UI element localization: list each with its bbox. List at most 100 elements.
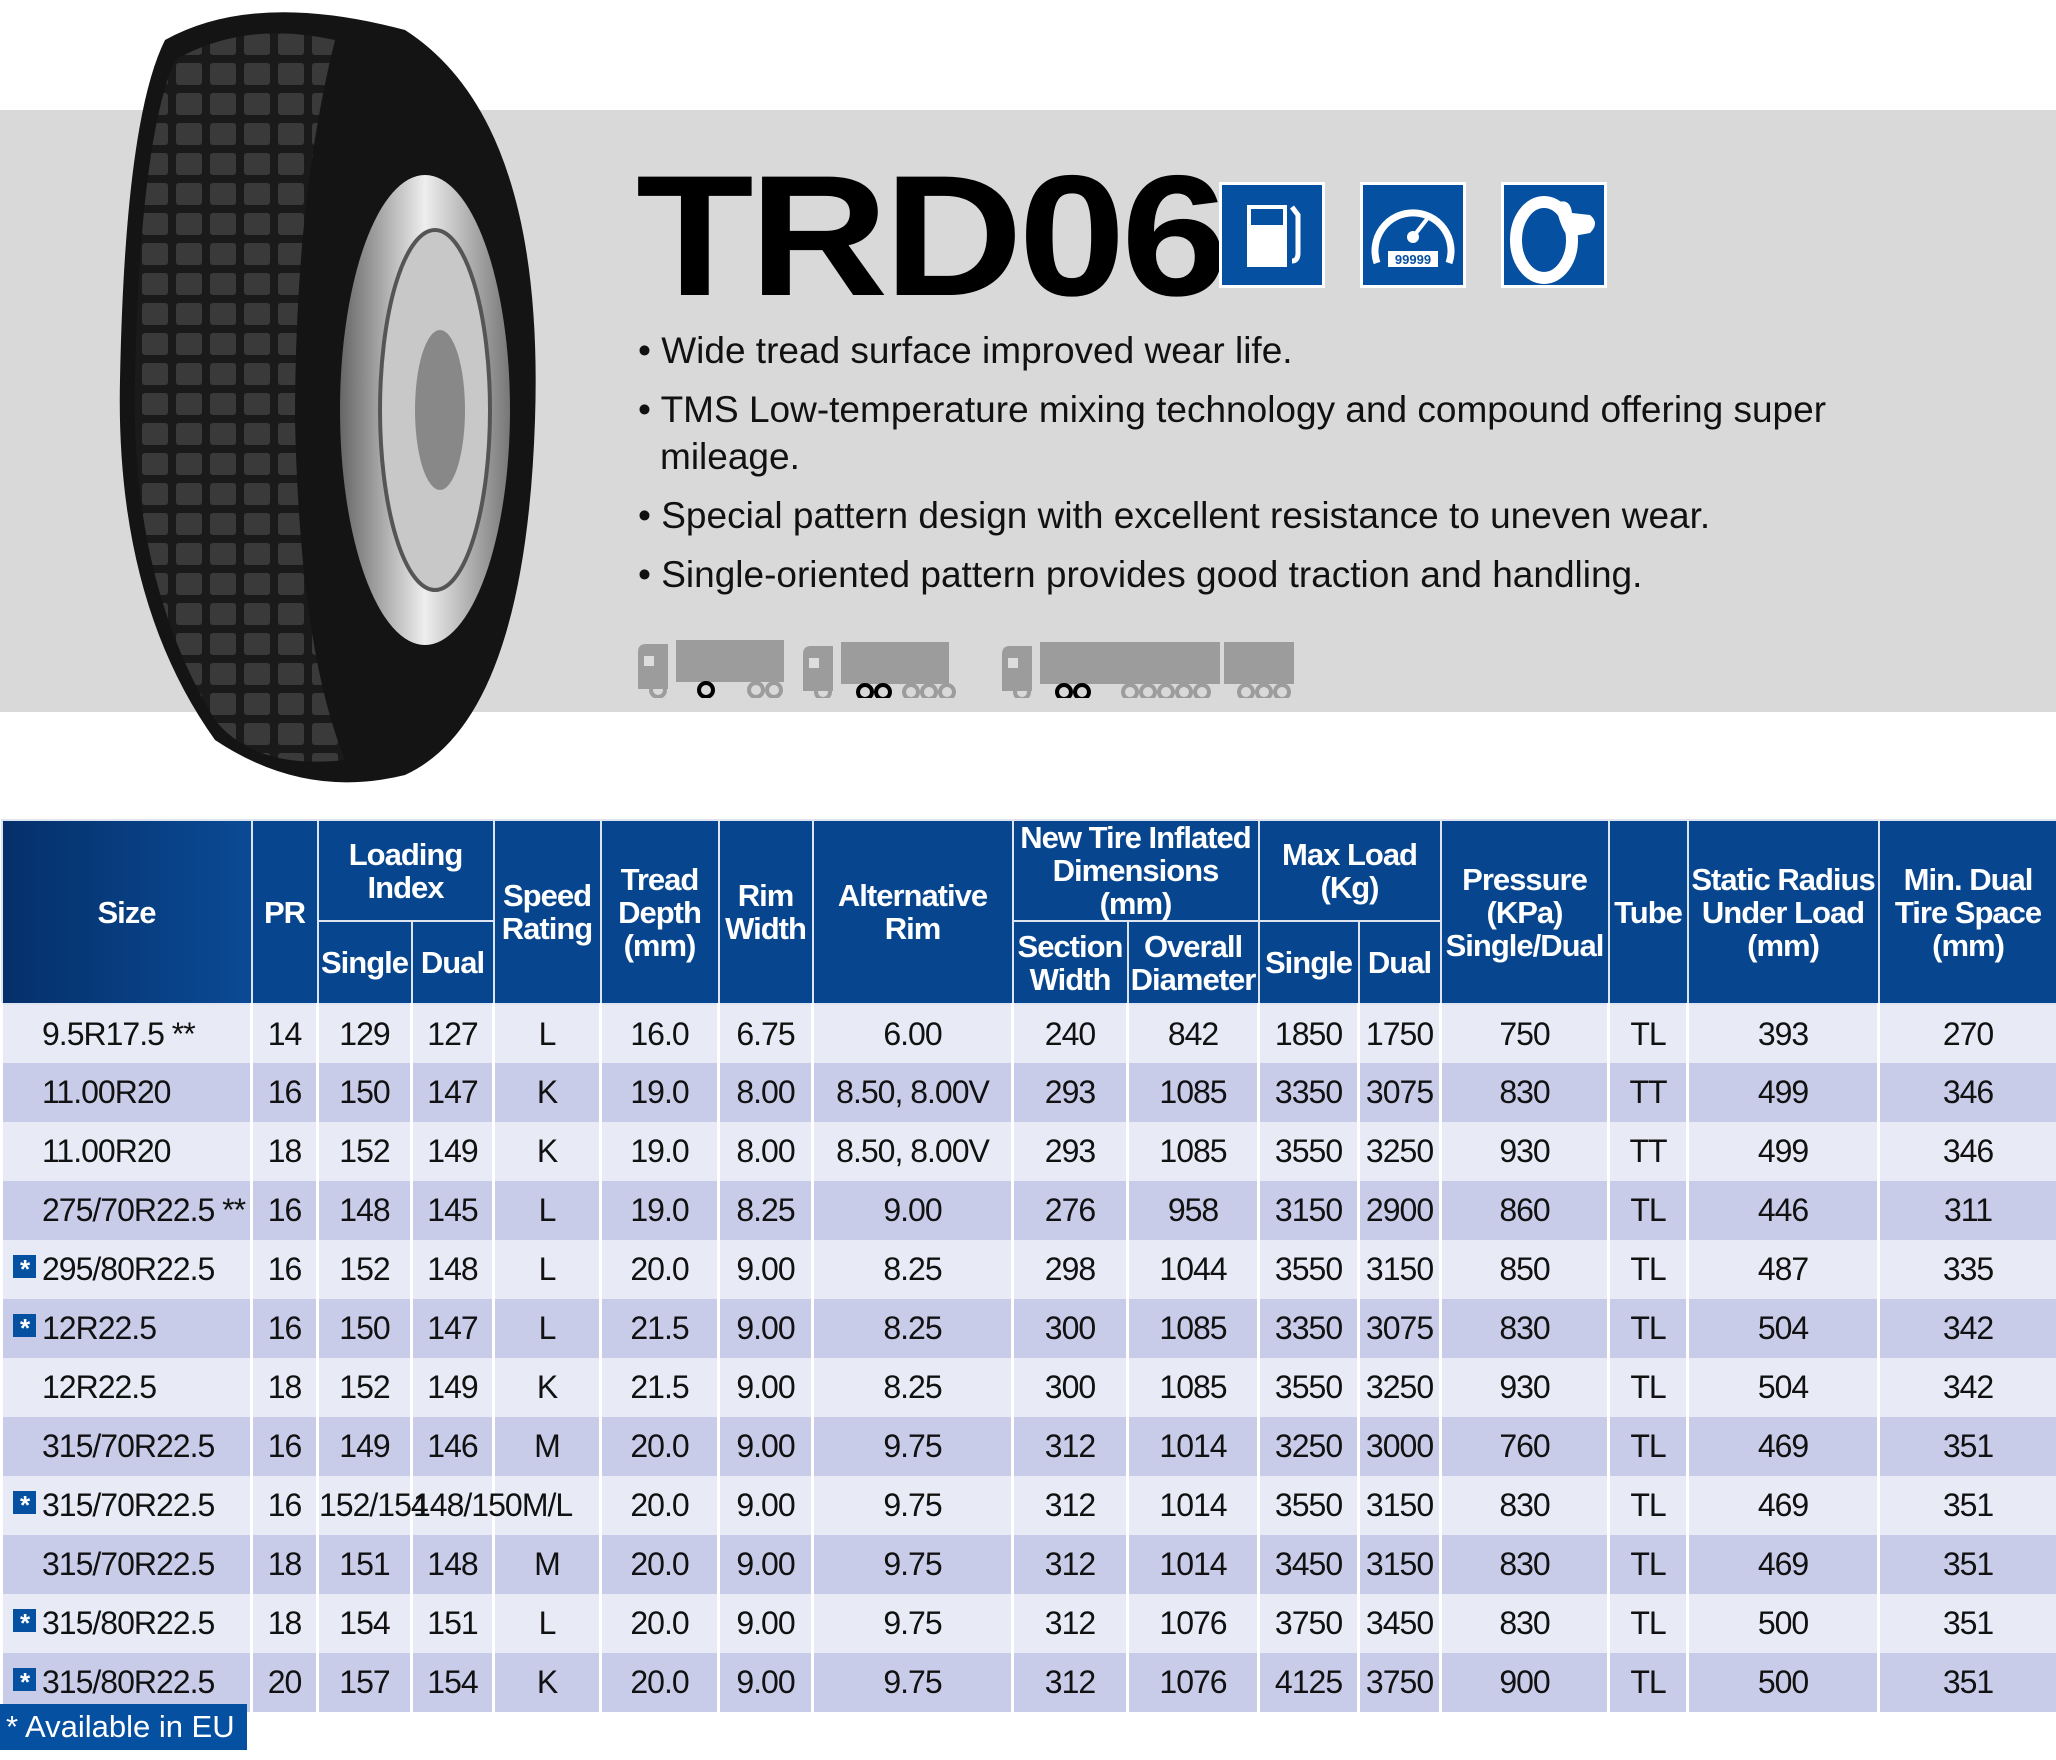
- table-cell: 18: [250, 1122, 319, 1181]
- table-cell: 240: [1011, 1004, 1129, 1063]
- table-cell: 20.0: [599, 1535, 720, 1594]
- table-cell: 500: [1686, 1594, 1881, 1653]
- table-cell: 1014: [1125, 1417, 1261, 1476]
- table-row: 11.00R20 18 152 149 K 19.0 8.00 8.50, 8.00V 293 1…: [0, 1122, 2056, 1181]
- table-cell: 312: [1011, 1594, 1129, 1653]
- table-cell: 152: [316, 1358, 413, 1417]
- table-cell: 830: [1439, 1535, 1611, 1594]
- table-cell: 148: [316, 1181, 413, 1240]
- table-cell: 351: [1877, 1476, 2056, 1535]
- table-row: 12R22.5 18 152 149 K 21.5 9.00 8.25 300 1085 3550 3…: [0, 1358, 2056, 1417]
- size-text: 275/70R22.5 **: [42, 1192, 246, 1228]
- table-cell: 9.00: [717, 1476, 814, 1535]
- table-cell: 504: [1686, 1299, 1881, 1358]
- table-cell: 9.00: [717, 1299, 814, 1358]
- table-cell: L: [492, 1240, 602, 1299]
- table-cell: 311: [1877, 1181, 2056, 1240]
- table-cell: 1076: [1125, 1653, 1261, 1712]
- size-cell: 11.00R20: [0, 1063, 253, 1122]
- table-cell: 152: [316, 1122, 413, 1181]
- col-min-dual-space: Min. Dual Tire Space (mm): [1877, 819, 2056, 1005]
- table-cell: 900: [1439, 1653, 1611, 1712]
- size-text: 315/80R22.5: [42, 1605, 215, 1641]
- table-cell: 300: [1011, 1358, 1129, 1417]
- table-cell: 3550: [1257, 1476, 1361, 1535]
- col-rim-width: Rim Width: [717, 819, 814, 1005]
- table-cell: 9.00: [717, 1240, 814, 1299]
- table-cell: 312: [1011, 1417, 1129, 1476]
- table-cell: 1750: [1357, 1004, 1443, 1063]
- col-pr: PR: [250, 819, 319, 1005]
- table-row: 315/70R22.5 16 149 146 M 20.0 9.00 9.75 312 1014 3…: [0, 1417, 2056, 1476]
- table-cell: K: [492, 1653, 602, 1712]
- col-li-single: Single: [316, 920, 413, 1005]
- table-cell: K: [492, 1358, 602, 1417]
- table-cell: 9.75: [811, 1476, 1014, 1535]
- table-cell: 151: [410, 1594, 495, 1653]
- table-cell: 145: [410, 1181, 495, 1240]
- size-text: 9.5R17.5 **: [42, 1015, 196, 1052]
- table-cell: 3550: [1257, 1122, 1361, 1181]
- table-cell: TT: [1607, 1122, 1690, 1181]
- size-cell: * 295/80R22.5: [0, 1240, 253, 1299]
- col-speed-rating: Speed Rating: [492, 819, 602, 1005]
- table-cell: 8.00: [717, 1122, 814, 1181]
- table-cell: 760: [1439, 1417, 1611, 1476]
- table-cell: 8.25: [811, 1299, 1014, 1358]
- table-cell: 469: [1686, 1476, 1881, 1535]
- size-text: 315/70R22.5: [42, 1546, 215, 1582]
- table-cell: 3150: [1357, 1535, 1443, 1594]
- table-cell: L: [492, 1594, 602, 1653]
- table-cell: 1014: [1125, 1535, 1261, 1594]
- table-cell: 860: [1439, 1181, 1611, 1240]
- table-cell: 1085: [1125, 1358, 1261, 1417]
- table-row: 9.5R17.5 ** 14 129 127 L 16.0 6.75 6.00 240 842 18…: [0, 1004, 2056, 1063]
- table-cell: 1085: [1125, 1063, 1261, 1122]
- table-cell: 20: [250, 1653, 319, 1712]
- feature-item: • Single-oriented pattern provides good …: [638, 554, 1643, 595]
- table-cell: 3350: [1257, 1299, 1361, 1358]
- table-cell: 152/154: [316, 1476, 429, 1535]
- table-cell: 276: [1011, 1181, 1129, 1240]
- table-cell: 3250: [1357, 1122, 1443, 1181]
- table-cell: 154: [316, 1594, 413, 1653]
- table-cell: M/L: [492, 1476, 602, 1535]
- table-cell: 148: [410, 1240, 495, 1299]
- table-row: * 315/80R22.5 18 154 151 L 20.0 9.00 9.75 312 1076…: [0, 1594, 2056, 1653]
- table-cell: 18: [250, 1594, 319, 1653]
- table-cell: K: [492, 1063, 602, 1122]
- table-cell: 9.00: [717, 1535, 814, 1594]
- table-cell: 346: [1877, 1063, 2056, 1122]
- table-cell: TL: [1607, 1358, 1690, 1417]
- table-cell: TL: [1607, 1535, 1690, 1594]
- truck-tandem-trailer-icon: [803, 642, 956, 698]
- table-cell: 312: [1011, 1653, 1129, 1712]
- table-row: * 315/70R22.5 16 152/154 148/150 M/L 20.0 9.00 9…: [0, 1476, 2056, 1535]
- size-cell: * 315/70R22.5: [0, 1476, 253, 1535]
- application-icons: [638, 640, 1294, 698]
- table-cell: 300: [1011, 1299, 1129, 1358]
- table-cell: 6.00: [811, 1004, 1014, 1063]
- table-cell: 9.00: [717, 1358, 814, 1417]
- table-row: * 12R22.5 16 150 147 L 21.5 9.00 8.25 300 1085 3350…: [0, 1299, 2056, 1358]
- table-cell: 9.75: [811, 1594, 1014, 1653]
- size-cell: 12R22.5: [0, 1358, 253, 1417]
- table-cell: 150: [316, 1063, 413, 1122]
- col-ml-single: Single: [1257, 920, 1360, 1005]
- table-cell: 151: [316, 1535, 413, 1594]
- table-cell: 3450: [1357, 1594, 1443, 1653]
- table-cell: 21.5: [599, 1358, 720, 1417]
- table-cell: TL: [1607, 1181, 1690, 1240]
- fuel-pump-icon: [1219, 182, 1325, 288]
- table-cell: 20.0: [599, 1240, 720, 1299]
- eu-star-icon: *: [13, 1255, 36, 1283]
- strong-tire-icon: [1501, 182, 1607, 288]
- table-cell: 1014: [1125, 1476, 1261, 1535]
- specifications-table: Size PR Loading Index Speed Rating Tread…: [0, 819, 2056, 1712]
- table-cell: TL: [1607, 1240, 1690, 1299]
- table-cell: 20.0: [599, 1417, 720, 1476]
- table-cell: 3075: [1357, 1299, 1443, 1358]
- table-cell: 157: [316, 1653, 413, 1712]
- table-cell: 351: [1877, 1653, 2056, 1712]
- table-cell: 6.75: [717, 1004, 814, 1063]
